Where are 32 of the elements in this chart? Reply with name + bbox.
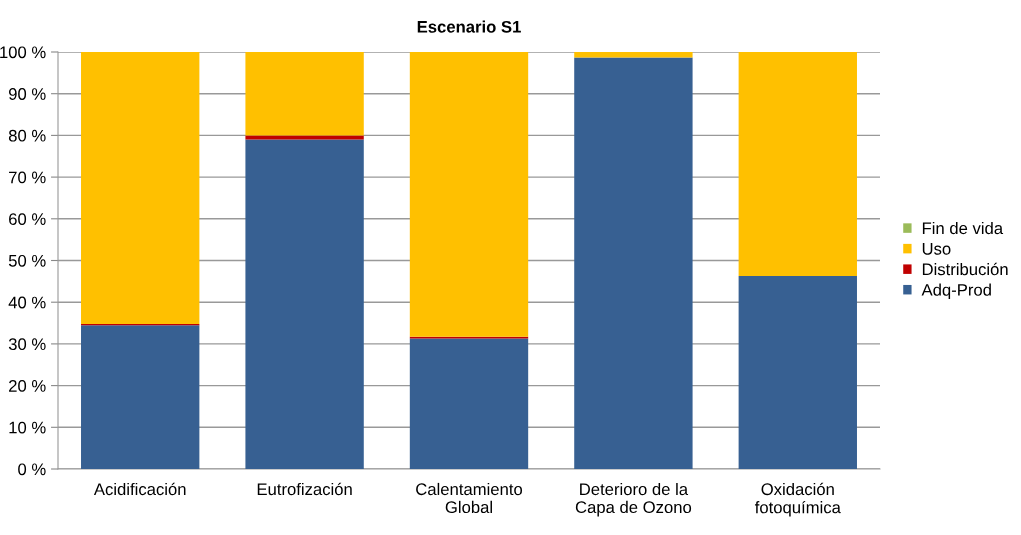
y-tick-label: 60 % (9, 213, 46, 225)
x-tick-label: Eutrofización (257, 482, 352, 496)
y-tick-label: 10 % (9, 421, 46, 434)
bar (81, 325, 200, 469)
y-tick-label: 80 % (8, 129, 46, 142)
y-tick-label: 50 % (8, 254, 46, 267)
bar (738, 275, 857, 469)
x-tick-label: Oxidación fotoquímica (754, 482, 841, 517)
y-tick-label: 90 % (8, 88, 46, 100)
y-tick-label: 0 % (18, 463, 46, 476)
y-tick-label: 100 % (0, 46, 46, 59)
y-tick-label: 40 % (8, 296, 46, 309)
chart-title: Escenario S1 (417, 20, 521, 33)
bar (409, 338, 529, 469)
bar (409, 52, 529, 337)
y-tick-label: 30 % (8, 338, 46, 351)
y-tick-label: 70 % (9, 171, 46, 184)
bar (245, 135, 364, 140)
bar (574, 57, 693, 469)
bar (81, 52, 200, 324)
bar (574, 52, 693, 58)
legend-label: Adq-Prod (921, 283, 991, 300)
x-tick-label: Calentamiento Global (416, 482, 523, 514)
y-tick-label: 20 % (9, 380, 46, 392)
bar (738, 52, 857, 276)
legend-label: Uso (922, 243, 951, 255)
bar (245, 139, 364, 469)
x-tick-label: Acidificación (93, 482, 186, 496)
bar (245, 52, 364, 136)
legend-label: Fin de vida (922, 221, 1004, 235)
x-tick-label: Deterioro de la Capa de Ozono (575, 482, 692, 517)
legend-label: Distribución (922, 262, 1008, 276)
